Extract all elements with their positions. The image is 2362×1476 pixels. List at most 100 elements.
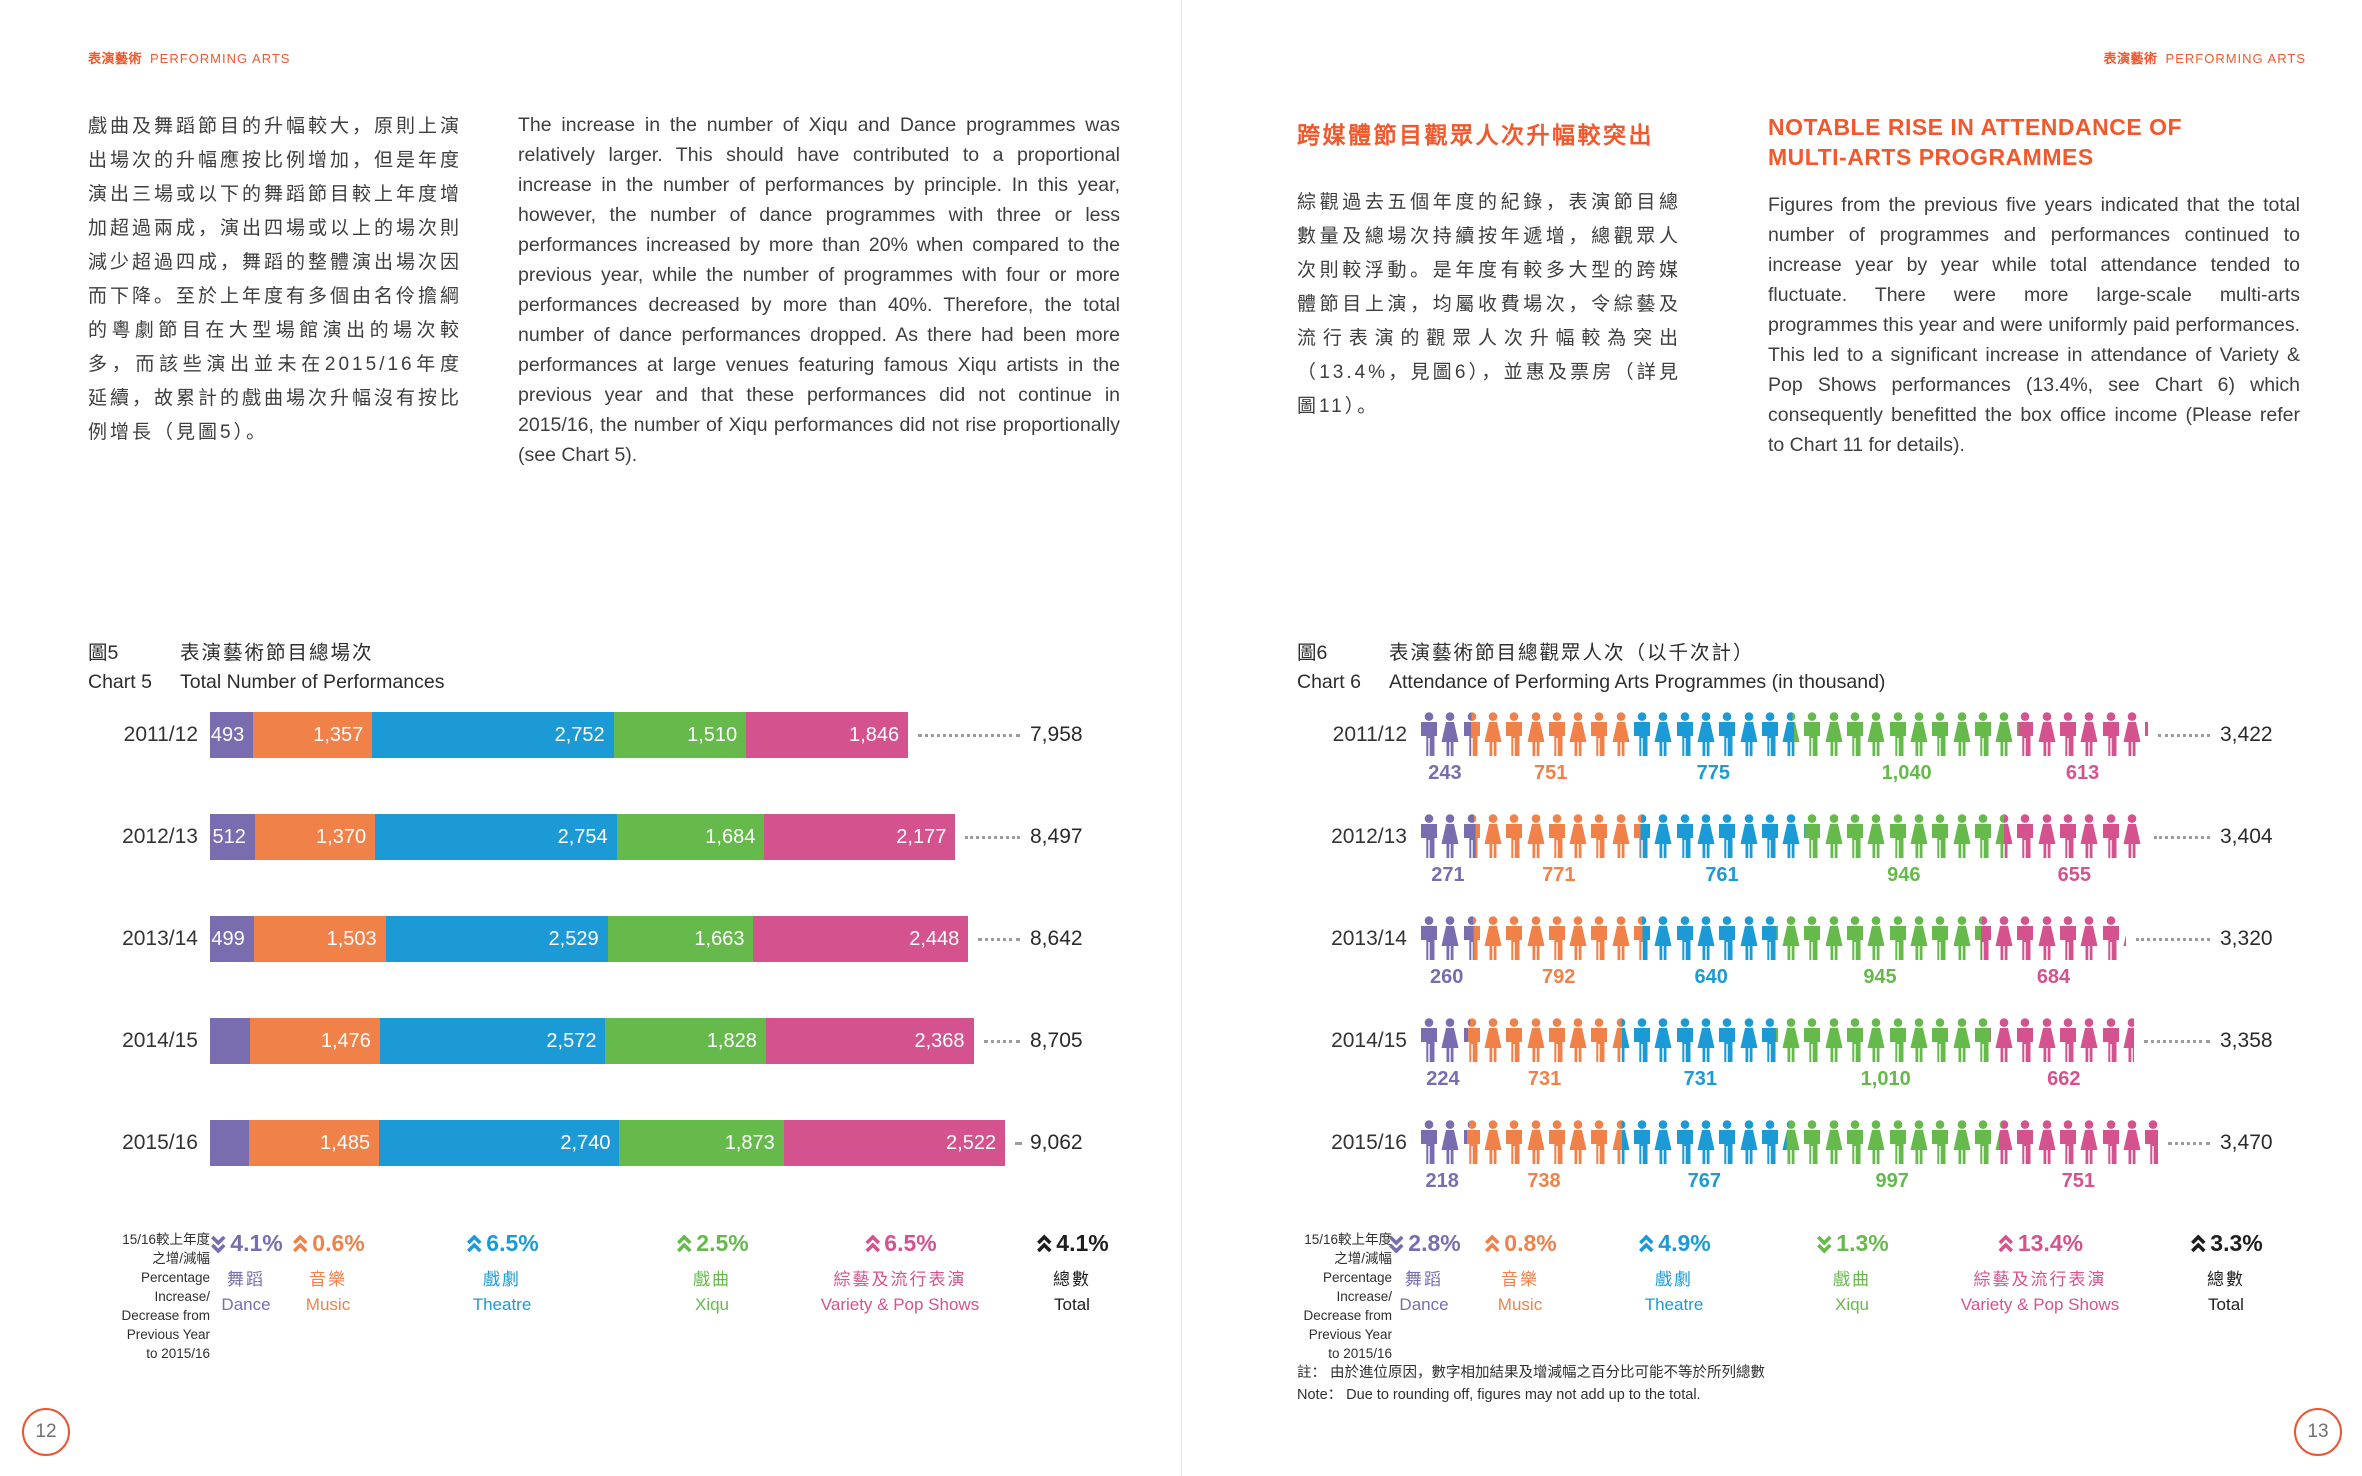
dotted-leader — [965, 835, 1020, 839]
male-pictogram-icon — [2060, 814, 2076, 858]
person-icon — [1483, 1120, 1504, 1166]
segment-value: 1,663 — [694, 927, 745, 950]
category-name-en: Theatre — [1644, 1295, 1704, 1314]
person-icon — [1802, 1018, 1823, 1064]
segment-value: 1,503 — [326, 927, 377, 950]
male-pictogram-icon — [1932, 916, 1949, 960]
chart6-title-zh: 表演藝術節目總觀眾人次（以千次計） — [1389, 642, 1755, 664]
male-pictogram-icon — [2145, 722, 2148, 736]
dotted-leader — [2154, 835, 2210, 839]
segment-value: 512 — [212, 825, 246, 848]
person-icon — [1994, 1018, 2015, 1064]
person-icon — [1952, 916, 1973, 962]
change-label-line: Percentage — [140, 1270, 210, 1285]
female-pictogram-icon — [2123, 712, 2141, 756]
chart5-change-label: 15/16較上年度 之增/減幅 Percentage Increase/Decreas… — [58, 1230, 210, 1363]
person-icon — [1696, 916, 1717, 962]
category-name-zh: 綜藝及流行表演 — [1973, 1270, 2107, 1289]
person-icon — [1866, 1018, 1887, 1064]
person-icon — [2122, 814, 2143, 860]
person-icon — [1952, 712, 1973, 758]
legend-item-dance: 2.8% 舞蹈 Dance — [1387, 1230, 1461, 1315]
segment-value: 271 — [1431, 864, 1465, 886]
person-icon — [1909, 916, 1930, 962]
bar-segment-music: 1,370 — [254, 814, 376, 860]
male-pictogram-icon — [1591, 712, 1608, 756]
year-label: 2011/12 — [1332, 723, 1407, 746]
male-pictogram-icon — [2017, 712, 2034, 756]
person-icon — [1653, 712, 1674, 758]
category-name-zh: 總數 — [2207, 1270, 2245, 1289]
male-pictogram-icon — [1804, 712, 1821, 756]
segment-value: 2,752 — [554, 723, 605, 746]
person-icon — [1781, 1120, 1802, 1166]
female-pictogram-icon — [1697, 1120, 1715, 1164]
person-icon — [1760, 1018, 1781, 1064]
female-pictogram-icon — [1740, 712, 1757, 756]
segment-value: 2,522 — [946, 1131, 997, 1154]
segment-value: 2,448 — [909, 927, 960, 950]
year-label: 2015/16 — [122, 1131, 198, 1154]
female-pictogram-icon — [1740, 1120, 1757, 1164]
person-icon — [1802, 1120, 1823, 1166]
male-pictogram-icon — [1548, 1120, 1565, 1164]
male-pictogram-icon — [1719, 1120, 1736, 1164]
decrease-arrow-icon — [211, 1235, 226, 1254]
category-name-zh: 戲曲 — [693, 1270, 731, 1289]
person-icon — [1717, 916, 1738, 962]
icon-strip: 271 771 761 946 655 — [1419, 814, 2144, 886]
person-icon — [1504, 712, 1525, 758]
female-pictogram-icon — [1782, 712, 1800, 756]
category-name-zh: 戲劇 — [483, 1270, 521, 1289]
male-pictogram-icon — [2102, 712, 2119, 756]
person-icon — [2037, 916, 2058, 962]
person-icon — [1994, 1120, 2015, 1166]
dotted-leader — [983, 1039, 1020, 1043]
male-pictogram-icon — [1506, 916, 1523, 960]
male-pictogram-icon — [1889, 916, 1906, 960]
female-pictogram-icon — [1910, 814, 1928, 858]
person-icon — [1526, 916, 1547, 962]
bar-segment-dance: 512 — [210, 814, 255, 860]
dotted-leader — [1015, 1141, 1020, 1145]
change-percentage: 1.3% — [1815, 1230, 1889, 1257]
person-icon — [1930, 712, 1951, 758]
person-icon — [2058, 712, 2079, 758]
person-icon — [1547, 916, 1568, 962]
male-pictogram-icon — [1463, 916, 1480, 960]
male-pictogram-icon — [2060, 1018, 2076, 1062]
year-label: 2012/13 — [122, 825, 198, 848]
male-pictogram-icon — [1421, 1018, 1437, 1062]
bar-segments: 493 1,357 2,752 1,510 1,846 — [210, 712, 909, 758]
male-pictogram-icon — [2017, 1120, 2034, 1164]
person-icon — [2037, 1120, 2058, 1166]
male-pictogram-icon — [1804, 1120, 1821, 1164]
change-label-line: Decrease from — [1303, 1308, 1392, 1323]
male-pictogram-icon — [1719, 1018, 1736, 1062]
bar-segment-dance: 493 — [210, 712, 254, 758]
female-pictogram-icon — [1953, 1120, 1970, 1164]
legend-item-xiqu: 1.3% 戲曲 Xiqu — [1815, 1230, 1889, 1315]
segment-value: 1,873 — [724, 1131, 775, 1154]
category-name-en: Dance — [1399, 1295, 1449, 1314]
female-pictogram-icon — [2080, 814, 2098, 858]
segment-value: 946 — [1887, 864, 1921, 886]
person-icon — [2037, 814, 2058, 860]
chart5-no-en: Chart 5 — [88, 671, 152, 693]
row-total: 3,422 — [2220, 723, 2273, 746]
female-pictogram-icon — [2038, 814, 2056, 858]
person-icon — [1781, 1018, 1802, 1064]
male-pictogram-icon — [1719, 916, 1736, 960]
segment-value: 1,846 — [849, 723, 900, 746]
male-pictogram-icon — [2060, 712, 2076, 756]
change-label-line: 15/16較上年度 — [1304, 1232, 1392, 1247]
segment-value: 775 — [1696, 762, 1730, 784]
dotted-leader — [2157, 733, 2210, 737]
male-pictogram-icon — [1506, 1120, 1523, 1164]
row-total: 3,470 — [2220, 1131, 2273, 1154]
footnote-zh: 註： 由於進位原因，數字相加結果及增減幅之百分比可能不等於所列總數 — [1297, 1365, 1766, 1381]
person-icon — [1675, 814, 1696, 860]
segment-value: 1,010 — [1860, 1068, 1911, 1090]
person-icon — [1739, 712, 1760, 758]
bar-segment-variety: 1,846 — [746, 712, 909, 758]
